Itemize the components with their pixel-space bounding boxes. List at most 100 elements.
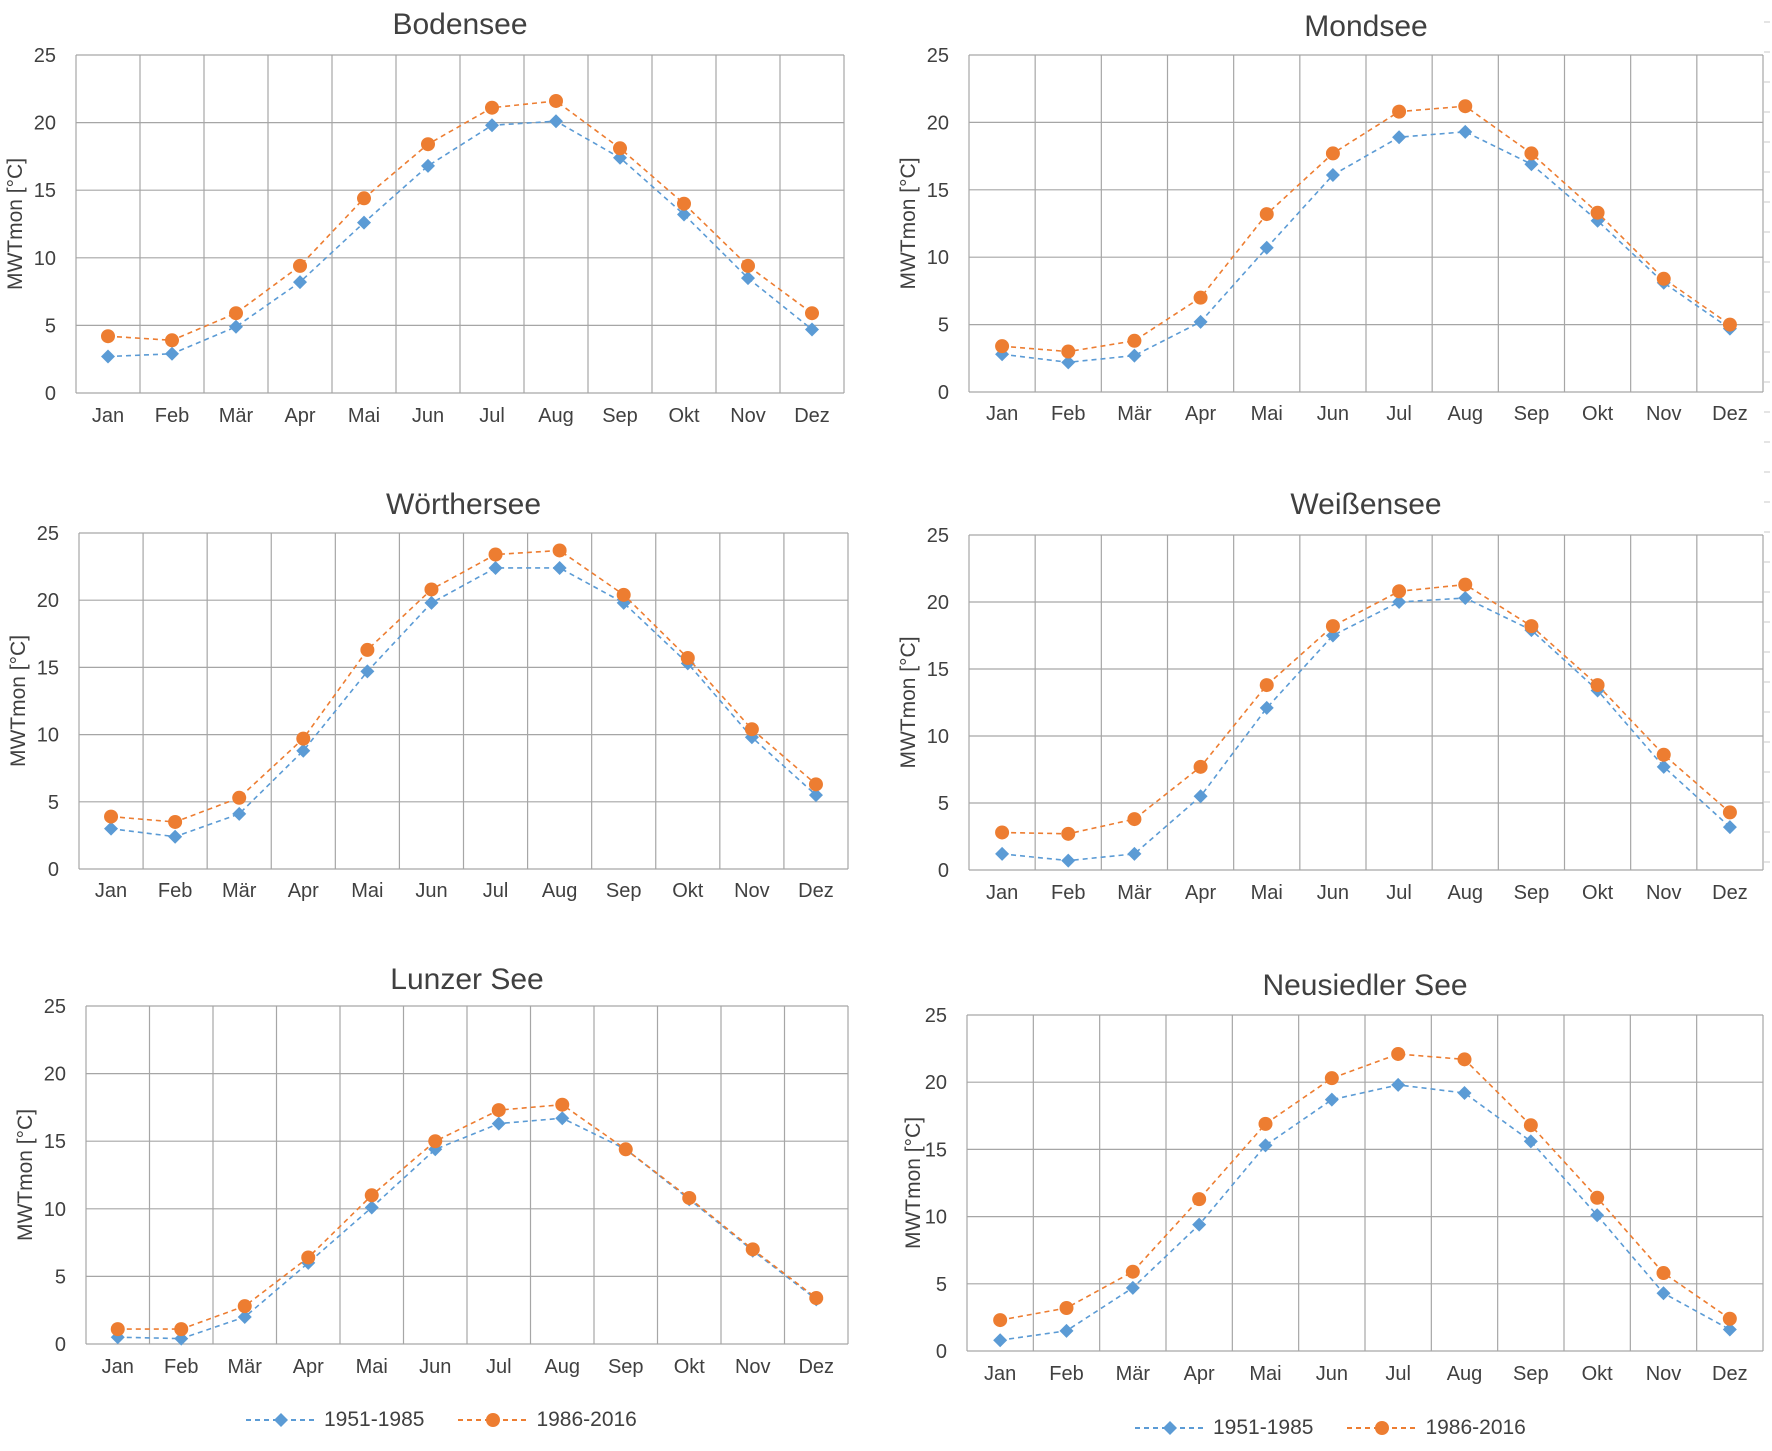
data-point-diamond <box>1458 124 1473 139</box>
data-point-diamond <box>1458 590 1473 605</box>
x-tick-label: Aug <box>538 405 574 427</box>
data-point-circle <box>1656 747 1671 762</box>
x-tick-label: Nov <box>1646 1363 1682 1385</box>
data-point-diamond <box>424 595 439 610</box>
y-axis-label: MWTmon [°C] <box>897 157 920 289</box>
legend-item-series1: 1951-1985 <box>246 1408 424 1432</box>
x-tick-label: Apr <box>1185 882 1216 904</box>
y-tick-label: 15 <box>927 180 949 202</box>
data-point-diamond <box>293 275 307 290</box>
chart-title: Mondsee <box>1304 10 1427 43</box>
data-point-circle <box>1127 812 1142 827</box>
data-point-diamond <box>808 788 823 803</box>
y-tick-label: 10 <box>37 725 59 747</box>
data-point-circle <box>995 825 1010 840</box>
x-tick-label: Okt <box>1582 1363 1614 1385</box>
data-point-circle <box>549 93 563 108</box>
x-tick-label: Apr <box>288 880 319 902</box>
data-point-circle <box>237 1299 252 1314</box>
data-point-diamond <box>1457 1085 1472 1100</box>
data-point-circle <box>1392 584 1407 599</box>
y-tick-label: 10 <box>925 1207 947 1229</box>
series-line-2 <box>117 1103 817 1330</box>
x-tick-label: Jul <box>486 1356 512 1378</box>
y-tick-label: 20 <box>927 592 949 614</box>
data-point-circle <box>677 196 691 211</box>
data-point-diamond <box>421 158 435 173</box>
data-point-circle <box>1258 1116 1273 1131</box>
x-tick-label: Aug <box>1447 403 1483 425</box>
data-point-circle <box>110 1322 125 1337</box>
x-tick-label: Jun <box>1316 1363 1348 1385</box>
data-point-diamond <box>677 207 691 222</box>
y-tick-label: 10 <box>34 248 56 270</box>
y-tick-label: 10 <box>44 1199 66 1221</box>
x-tick-label: Aug <box>544 1356 580 1378</box>
data-point-circle <box>1458 577 1473 592</box>
data-point-circle <box>1458 99 1473 114</box>
y-tick-label: 5 <box>938 793 949 815</box>
x-tick-label: Dez <box>798 1356 834 1378</box>
chart-title: Wörthersee <box>386 488 541 521</box>
data-point-diamond <box>1391 1077 1406 1092</box>
y-tick-label: 10 <box>927 247 949 269</box>
data-point-circle <box>1193 759 1208 774</box>
data-point-circle <box>488 547 503 562</box>
data-point-diamond <box>1127 846 1142 861</box>
y-tick-label: 20 <box>44 1064 66 1086</box>
series-line-1 <box>110 567 817 838</box>
data-point-circle <box>1722 1311 1737 1326</box>
data-point-diamond <box>1392 595 1407 609</box>
data-point-diamond <box>237 1309 252 1324</box>
data-point-circle <box>421 137 435 152</box>
x-tick-label: Nov <box>730 405 766 427</box>
data-point-circle <box>1590 1190 1605 1205</box>
y-tick-label: 0 <box>55 1334 66 1356</box>
x-tick-label: Jun <box>415 880 447 902</box>
data-point-diamond <box>364 1200 379 1215</box>
x-tick-label: Jan <box>986 403 1018 425</box>
legend-label-series1: 1951-1985 <box>324 1408 425 1431</box>
data-point-circle <box>360 642 375 657</box>
data-point-circle <box>424 582 439 597</box>
data-point-circle <box>165 333 179 348</box>
data-point-diamond <box>1722 820 1737 835</box>
data-point-circle <box>1392 104 1407 119</box>
chart-panel: Neusiedler See 0 5 10 15 20 25 Jan Feb Mär Apr Mai J… <box>902 969 1764 1385</box>
data-point-diamond <box>296 743 311 758</box>
data-point-circle <box>613 141 627 156</box>
x-tick-label: Dez <box>1712 403 1748 425</box>
data-point-circle <box>428 1134 443 1149</box>
data-point-diamond <box>1258 1138 1273 1153</box>
x-tick-label: Jul <box>483 880 509 902</box>
x-tick-label: Jan <box>984 1363 1016 1385</box>
data-point-circle <box>229 306 243 321</box>
y-tick-label: 5 <box>45 315 56 337</box>
data-point-diamond <box>805 322 819 337</box>
x-tick-label: Apr <box>1185 403 1216 425</box>
y-tick-label: 20 <box>37 590 59 612</box>
data-point-diamond <box>229 319 243 334</box>
x-tick-label: Feb <box>164 1356 198 1378</box>
data-point-diamond <box>165 346 179 361</box>
x-tick-label: Mär <box>222 880 257 902</box>
data-point-circle <box>491 1103 506 1118</box>
y-axis-label: MWTmon [°C] <box>14 1109 37 1241</box>
x-tick-label: Aug <box>1447 882 1483 904</box>
data-point-diamond <box>104 821 119 836</box>
data-point-circle <box>1061 344 1076 359</box>
x-tick-label: Jun <box>1317 882 1349 904</box>
data-point-diamond <box>1722 1322 1737 1337</box>
data-point-circle <box>618 1142 633 1157</box>
data-point-diamond <box>1193 314 1208 329</box>
x-tick-label: Nov <box>1646 403 1682 425</box>
y-tick-label: 15 <box>927 659 949 681</box>
x-tick-label: Okt <box>674 1356 706 1378</box>
data-point-circle <box>1524 619 1539 634</box>
x-tick-label: Apr <box>284 405 315 427</box>
data-point-diamond <box>232 806 247 821</box>
x-tick-label: Dez <box>1712 1363 1748 1385</box>
data-point-diamond <box>1061 853 1076 868</box>
y-tick-label: 0 <box>938 860 949 882</box>
chart-title: Lunzer See <box>390 963 543 996</box>
